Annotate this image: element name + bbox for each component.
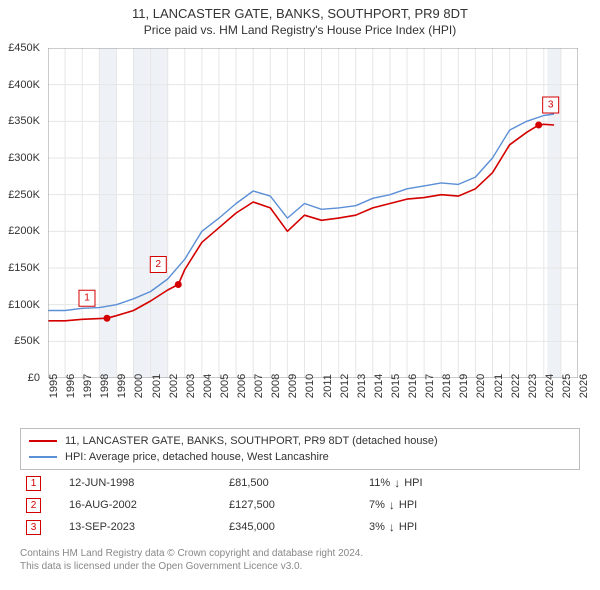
x-tick-label: 2001	[151, 374, 163, 398]
x-tick-label: 2018	[441, 374, 453, 398]
x-tick-label: 1997	[82, 374, 94, 398]
x-tick-label: 2016	[407, 374, 419, 398]
svg-text:1: 1	[84, 293, 90, 304]
x-tick-label: 2006	[236, 374, 248, 398]
x-tick-label: 2024	[544, 374, 556, 398]
x-tick-label: 2020	[475, 374, 487, 398]
x-tick-label: 2012	[339, 374, 351, 398]
x-tick-label: 2013	[356, 374, 368, 398]
y-tick-label: £100K	[8, 299, 40, 311]
legend-swatch	[29, 440, 57, 442]
x-tick-label: 1996	[65, 374, 77, 398]
arrow-down-icon: ↓	[389, 520, 395, 534]
x-tick-label: 2004	[202, 374, 214, 398]
x-tick-label: 2010	[304, 374, 316, 398]
marker-badge: 2	[26, 498, 41, 513]
disclaimer-line: This data is licensed under the Open Gov…	[20, 561, 580, 574]
marker-date: 12-JUN-1998	[69, 477, 229, 489]
x-tick-label: 2021	[493, 374, 505, 398]
marker-row: 2 16-AUG-2002£127,5007% ↓ HPI	[20, 494, 580, 516]
arrow-down-icon: ↓	[389, 498, 395, 512]
arrow-down-icon: ↓	[394, 476, 400, 490]
x-tick-label: 2017	[424, 374, 436, 398]
y-tick-label: £0	[28, 372, 40, 384]
marker-diff-pct: 7%	[369, 499, 385, 511]
legend-item: 11, LANCASTER GATE, BANKS, SOUTHPORT, PR…	[29, 433, 571, 449]
y-tick-label: £50K	[14, 335, 40, 347]
y-tick-label: £450K	[8, 42, 40, 54]
marker-diff-pct: 3%	[369, 521, 385, 533]
svg-text:2: 2	[155, 259, 161, 270]
y-tick-label: £300K	[8, 152, 40, 164]
x-tick-label: 2002	[168, 374, 180, 398]
x-tick-label: 2022	[510, 374, 522, 398]
marker-badge: 1	[26, 476, 41, 491]
y-axis: £0£50K£100K£150K£200K£250K£300K£350K£400…	[0, 48, 44, 378]
x-tick-label: 2014	[373, 374, 385, 398]
x-tick-label: 2009	[287, 374, 299, 398]
disclaimer-line: Contains HM Land Registry data © Crown c…	[20, 548, 580, 561]
x-tick-label: 1998	[99, 374, 111, 398]
marker-diff-label: HPI	[399, 521, 417, 533]
marker-row: 1 12-JUN-1998£81,50011% ↓ HPI	[20, 472, 580, 494]
marker-price: £345,000	[229, 521, 369, 533]
x-tick-label: 2000	[133, 374, 145, 398]
svg-text:3: 3	[548, 100, 554, 111]
y-tick-label: £250K	[8, 189, 40, 201]
x-tick-label: 1999	[116, 374, 128, 398]
marker-diff: 3% ↓ HPI	[369, 520, 479, 534]
x-tick-label: 2008	[270, 374, 282, 398]
marker-badge: 3	[26, 520, 41, 535]
x-tick-label: 2005	[219, 374, 231, 398]
y-tick-label: £350K	[8, 115, 40, 127]
y-tick-label: £200K	[8, 225, 40, 237]
x-tick-label: 1995	[48, 374, 60, 398]
y-tick-label: £400K	[8, 79, 40, 91]
marker-diff: 11% ↓ HPI	[369, 476, 479, 490]
marker-diff: 7% ↓ HPI	[369, 498, 479, 512]
marker-price: £127,500	[229, 499, 369, 511]
disclaimer: Contains HM Land Registry data © Crown c…	[20, 548, 580, 573]
marker-date: 16-AUG-2002	[69, 499, 229, 511]
legend: 11, LANCASTER GATE, BANKS, SOUTHPORT, PR…	[20, 428, 580, 470]
x-tick-label: 2019	[458, 374, 470, 398]
chart: 1 2 3	[48, 48, 578, 378]
marker-date: 13-SEP-2023	[69, 521, 229, 533]
x-tick-label: 2015	[390, 374, 402, 398]
marker-diff-pct: 11%	[369, 477, 390, 489]
legend-swatch	[29, 456, 57, 458]
legend-label: 11, LANCASTER GATE, BANKS, SOUTHPORT, PR…	[65, 435, 438, 447]
legend-item: HPI: Average price, detached house, West…	[29, 449, 571, 465]
x-tick-label: 2026	[578, 374, 590, 398]
marker-diff-label: HPI	[404, 477, 422, 489]
page-title: 11, LANCASTER GATE, BANKS, SOUTHPORT, PR…	[0, 6, 600, 21]
marker-diff-label: HPI	[399, 499, 417, 511]
y-tick-label: £150K	[8, 262, 40, 274]
x-tick-label: 2025	[561, 374, 573, 398]
marker-price: £81,500	[229, 477, 369, 489]
legend-label: HPI: Average price, detached house, West…	[65, 451, 329, 463]
x-axis: 1995199619971998199920002001200220032004…	[48, 382, 578, 422]
marker-table: 1 12-JUN-1998£81,50011% ↓ HPI 2 16-AUG-2002£1…	[20, 472, 580, 538]
x-tick-label: 2003	[185, 374, 197, 398]
marker-row: 3 13-SEP-2023£345,0003% ↓ HPI	[20, 516, 580, 538]
x-tick-label: 2023	[527, 374, 539, 398]
x-tick-label: 2007	[253, 374, 265, 398]
x-tick-label: 2011	[322, 374, 334, 398]
page-subtitle: Price paid vs. HM Land Registry's House …	[0, 23, 600, 37]
